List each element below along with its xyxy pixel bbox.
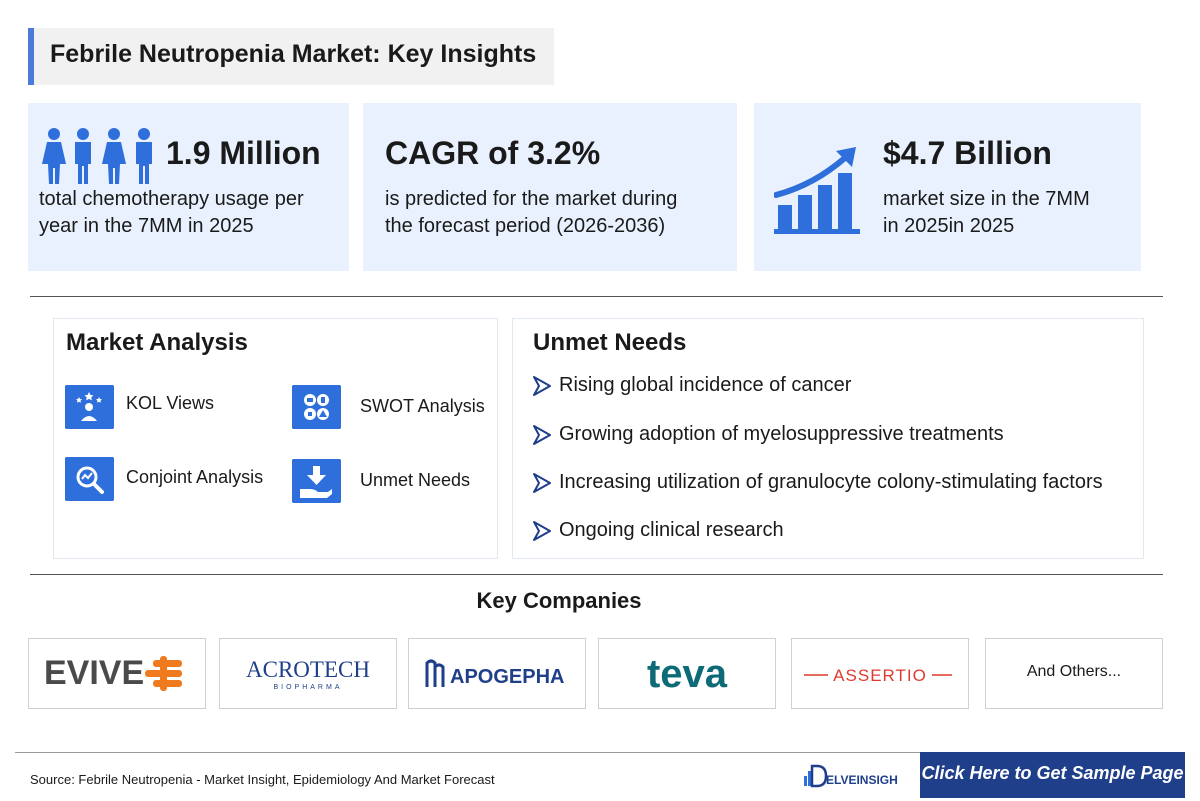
market-analysis-item-label: KOL Views: [126, 393, 215, 413]
conjoint-analysis-icon: [65, 457, 114, 501]
stat-description-line1: is predicted for the market during: [385, 188, 678, 210]
stat-description-line2: in 2025in 2025: [883, 215, 1015, 237]
stat-headline: $4.7 Billion: [883, 135, 1052, 171]
stat-description-line1: market size in the 7MM: [883, 188, 1090, 210]
unmet-needs-icon: [292, 459, 341, 503]
unmet-need-text: Rising global incidence of cancer: [559, 374, 852, 396]
and-others-text: And Others...: [1026, 663, 1122, 680]
key-companies-title: Key Companies: [476, 588, 642, 613]
stat-card-cagr: CAGR of 3.2% is predicted for the market…: [363, 103, 737, 271]
acrotech-wordmark: ACROTECH: [246, 657, 370, 682]
page-title: Febrile Neutropenia Market: Key Insights: [50, 40, 537, 68]
kol-views-icon: [65, 385, 114, 429]
stat-description-line2: year in the 7MM in 2025: [39, 215, 254, 237]
source-note: Source: Febrile Neutropenia - Market Ins…: [30, 772, 495, 787]
divider: [30, 574, 1163, 575]
apogepha-wordmark: APOGEPHA: [450, 666, 564, 688]
unmet-need-text: Ongoing clinical research: [559, 519, 784, 541]
evive-wordmark: EVIVE: [44, 654, 144, 692]
assertio-logo: ASSERTIO: [804, 664, 952, 685]
swot-icon: [292, 385, 341, 429]
cta-label: Click Here to Get Sample Page: [921, 763, 1184, 783]
acrotech-subtitle: BIOPHARMA: [273, 684, 342, 691]
teva-logo: teva: [647, 652, 728, 696]
growth-chart-icon: [774, 147, 860, 234]
get-sample-page-button[interactable]: Click Here to Get Sample Page: [920, 752, 1185, 798]
stat-description-line1: total chemotherapy usage per: [39, 188, 304, 210]
unmet-need-text: Increasing utilization of granulocyte co…: [559, 471, 1103, 493]
stat-headline: CAGR of 3.2%: [385, 135, 601, 171]
chevron-right-icon: [533, 473, 551, 493]
divider: [30, 296, 1163, 297]
chevron-right-icon: [533, 376, 551, 396]
market-analysis-panel: Market Analysis KOL Views: [53, 318, 498, 559]
unmet-needs-title: Unmet Needs: [533, 329, 687, 356]
company-logo-teva: teva: [598, 638, 776, 709]
unmet-need-text: Growing adoption of myelosuppressive tre…: [559, 423, 1004, 445]
acrotech-logo: ACROTECH BIOPHARMA: [246, 657, 370, 691]
page-title-box: Febrile Neutropenia Market: Key Insights: [28, 28, 554, 85]
company-logo-acrotech: ACROTECH BIOPHARMA: [219, 638, 397, 709]
assertio-wordmark: ASSERTIO: [833, 666, 927, 685]
evive-logo: EVIVE: [44, 654, 182, 692]
stat-headline: 1.9 Million: [166, 135, 321, 171]
company-logo-apogepha: APOGEPHA: [408, 638, 586, 709]
chevron-right-icon: [533, 521, 551, 541]
delveinsight-wordmark: ELVEINSIGHT: [826, 773, 898, 787]
teva-wordmark: teva: [647, 652, 728, 696]
unmet-needs-panel: Unmet Needs Rising global incidence of c…: [512, 318, 1144, 559]
company-logo-assertio: ASSERTIO: [791, 638, 969, 709]
market-analysis-title: Market Analysis: [66, 329, 248, 356]
footer-divider: [15, 752, 1185, 753]
delveinsight-logo[interactable]: ELVEINSIGHT: [802, 762, 898, 790]
chevron-right-icon: [533, 425, 551, 445]
company-logo-evive: EVIVE: [28, 638, 206, 709]
market-analysis-item-label: Unmet Needs: [360, 470, 471, 490]
stat-description-line2: the forecast period (2026-2036): [385, 215, 666, 237]
apogepha-logo: APOGEPHA: [425, 659, 564, 688]
market-analysis-item-label: Conjoint Analysis: [126, 467, 264, 487]
stat-card-chemotherapy: 1.9 Million total chemotherapy usage per…: [28, 103, 349, 271]
people-icon: [42, 128, 152, 184]
market-analysis-item-label: SWOT Analysis: [360, 396, 485, 416]
stat-card-market-size: $4.7 Billion market size in the 7MM in 2…: [754, 103, 1141, 271]
company-logo-others: And Others...: [985, 638, 1163, 709]
